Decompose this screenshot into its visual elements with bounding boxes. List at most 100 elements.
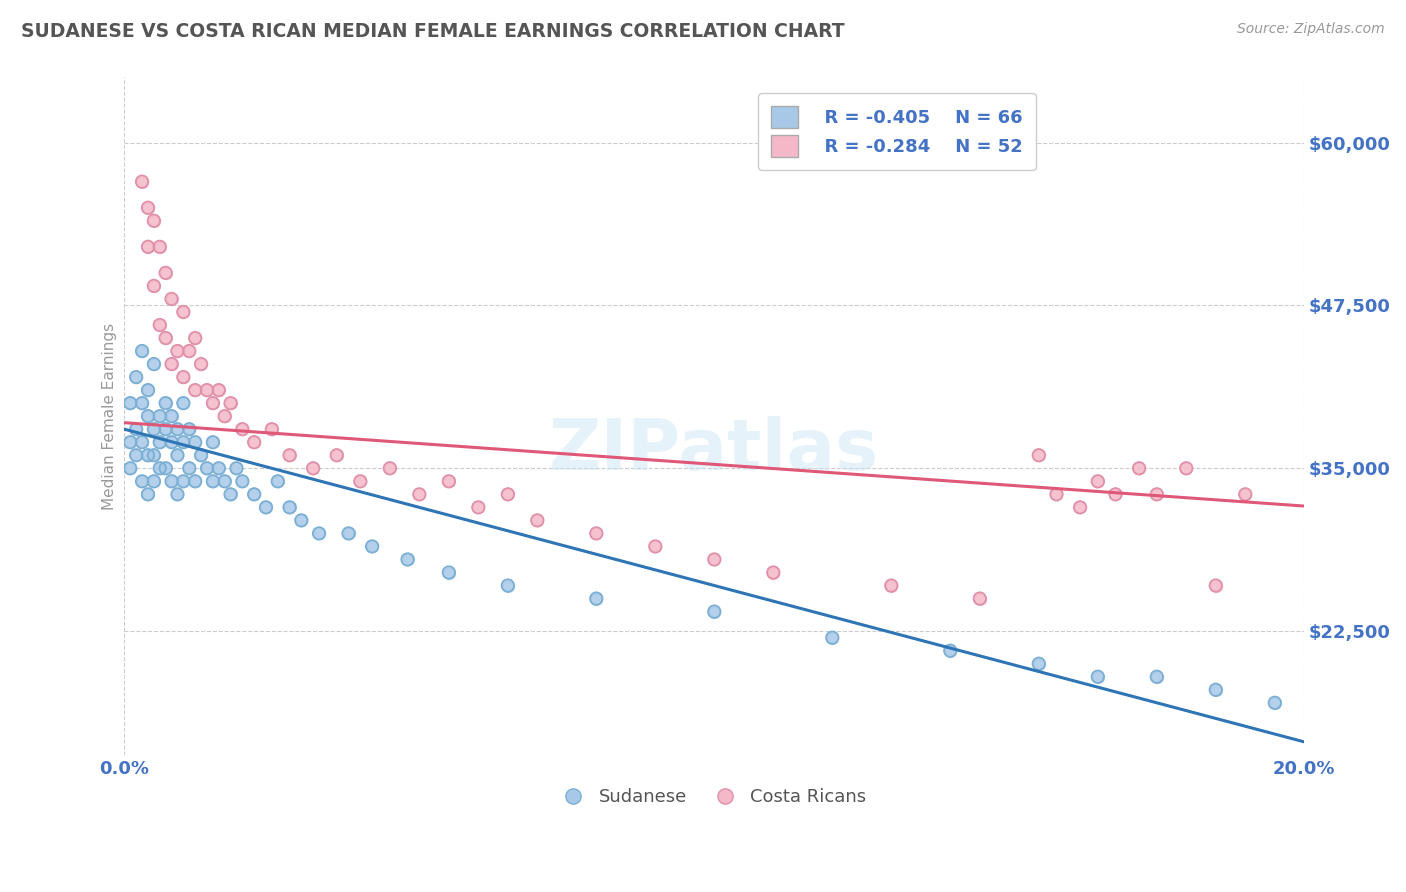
Point (136, 240, 159, 254)
Point (142, 213, 165, 227)
Point (149, 318, 172, 332)
Point (136, 409, 159, 424)
Point (166, 344, 188, 359)
Text: SUDANESE VS COSTA RICAN MEDIAN FEMALE EARNINGS CORRELATION CHART: SUDANESE VS COSTA RICAN MEDIAN FEMALE EA… (21, 22, 845, 41)
Point (208, 383, 231, 397)
Point (142, 475, 165, 489)
Point (214, 475, 236, 489)
Point (179, 422, 201, 436)
Point (1087, 670, 1109, 684)
Point (1205, 578, 1227, 592)
Point (969, 591, 991, 606)
Point (260, 422, 283, 436)
Point (120, 396, 142, 410)
Point (184, 475, 207, 489)
Point (184, 435, 207, 450)
Point (214, 475, 236, 489)
Point (142, 213, 165, 227)
Point (136, 448, 159, 462)
Point (408, 487, 430, 501)
Point (195, 383, 218, 397)
Point (260, 422, 283, 436)
Point (585, 526, 607, 541)
Point (1234, 487, 1257, 501)
Point (190, 357, 212, 371)
Point (160, 409, 183, 424)
Point (254, 500, 277, 515)
Point (201, 396, 224, 410)
Point (172, 396, 194, 410)
Point (1128, 461, 1150, 475)
Point (644, 540, 666, 554)
Point (172, 475, 194, 489)
Y-axis label: Median Female Earnings: Median Female Earnings (103, 323, 118, 509)
Point (172, 305, 194, 319)
Point (136, 383, 159, 397)
Point (149, 409, 172, 424)
Point (880, 578, 903, 592)
Point (302, 461, 325, 475)
Point (201, 475, 224, 489)
Point (155, 422, 177, 436)
Point (254, 500, 277, 515)
Point (208, 461, 231, 475)
Point (1146, 487, 1168, 501)
Point (172, 396, 194, 410)
Point (166, 422, 188, 436)
Point (142, 475, 165, 489)
Point (172, 435, 194, 450)
Point (166, 487, 188, 501)
Point (396, 552, 419, 566)
Point (496, 578, 519, 592)
Point (278, 500, 301, 515)
Point (1128, 461, 1150, 475)
Point (467, 500, 489, 515)
Point (184, 475, 207, 489)
Point (231, 422, 253, 436)
Point (267, 475, 290, 489)
Point (231, 422, 253, 436)
Point (131, 475, 153, 489)
Point (1028, 657, 1050, 671)
Point (166, 487, 188, 501)
Point (326, 448, 349, 462)
Point (302, 461, 325, 475)
Point (136, 201, 159, 215)
Point (1087, 670, 1109, 684)
Point (585, 591, 607, 606)
Point (160, 435, 183, 450)
Point (120, 435, 142, 450)
Point (184, 383, 207, 397)
Point (939, 643, 962, 657)
Point (585, 591, 607, 606)
Point (308, 526, 330, 541)
Point (437, 475, 460, 489)
Point (184, 383, 207, 397)
Point (219, 396, 242, 410)
Point (1028, 448, 1050, 462)
Point (179, 422, 201, 436)
Point (172, 370, 194, 384)
Point (437, 566, 460, 580)
Point (172, 370, 194, 384)
Point (349, 475, 371, 489)
Point (1045, 487, 1067, 501)
Point (136, 240, 159, 254)
Point (939, 643, 962, 657)
Point (172, 475, 194, 489)
Point (131, 396, 153, 410)
Point (219, 487, 242, 501)
Point (166, 344, 188, 359)
Point (308, 526, 330, 541)
Point (201, 435, 224, 450)
Point (166, 448, 188, 462)
Point (219, 487, 242, 501)
Point (131, 175, 153, 189)
Point (231, 475, 253, 489)
Point (1205, 682, 1227, 697)
Point (378, 461, 401, 475)
Point (120, 396, 142, 410)
Point (1045, 487, 1067, 501)
Point (214, 409, 236, 424)
Point (125, 422, 148, 436)
